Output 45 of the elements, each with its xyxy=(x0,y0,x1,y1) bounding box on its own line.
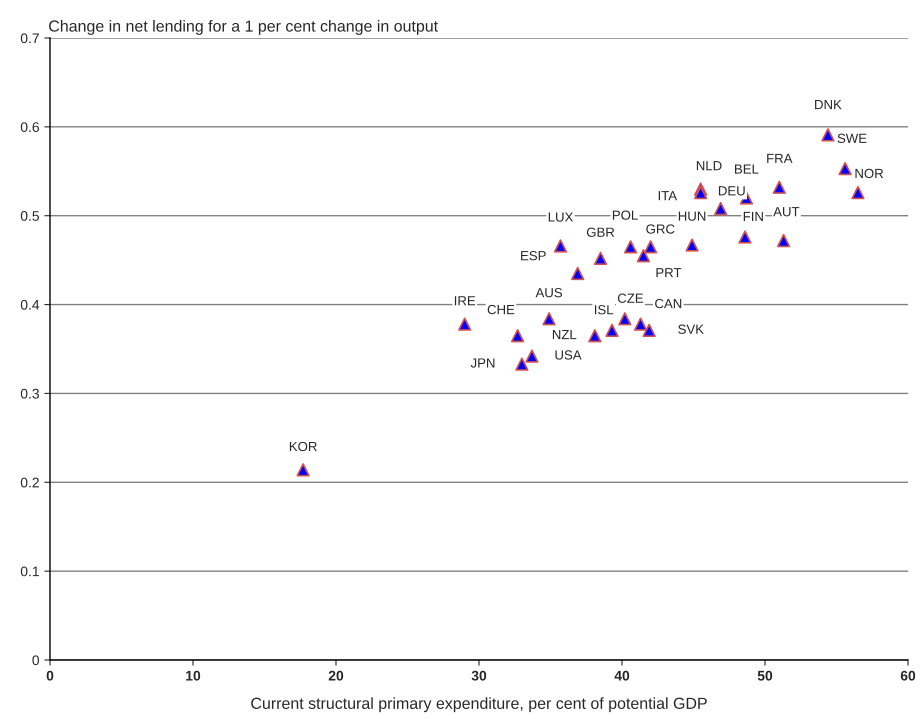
annotation: SVK xyxy=(678,324,704,334)
annotation: HUN xyxy=(678,212,706,221)
annotation: FIN xyxy=(744,212,763,222)
x-tick-label: 20 xyxy=(328,670,344,681)
annotation: KOR xyxy=(290,442,317,452)
y-tick-label: 0.1 xyxy=(20,566,39,576)
annotation: NOR xyxy=(855,168,884,178)
annotation: ESP xyxy=(521,251,546,260)
y-tick-label: 0.6 xyxy=(20,122,39,132)
y-tick-label: 0.7 xyxy=(20,33,39,44)
annotation: CAN xyxy=(655,298,682,308)
x-tick-label: 30 xyxy=(472,670,486,681)
annotation: AUT xyxy=(773,207,800,216)
annotation: JPN xyxy=(470,358,494,368)
x-tick-label: 0 xyxy=(46,670,54,681)
annotation: ISL xyxy=(594,305,614,314)
annotation: NZL xyxy=(552,330,576,340)
annotation: AUS xyxy=(536,288,562,298)
x-axis-title: Current structural primary expenditure, per cent of potential GDP xyxy=(251,697,707,712)
x-tick-label: 60 xyxy=(900,670,916,681)
x-tick-label: 40 xyxy=(614,670,630,681)
annotation: DEU xyxy=(718,186,745,196)
y-tick-label: 0.4 xyxy=(20,300,40,310)
y-tick-label: 0.5 xyxy=(20,211,40,221)
annotation: GBR xyxy=(586,228,614,237)
annotation: GRC xyxy=(646,224,674,234)
annotation: LUX xyxy=(548,212,574,222)
annotation: SWE xyxy=(838,134,866,143)
annotation: NLD xyxy=(696,161,722,170)
annotation: USA xyxy=(555,350,582,360)
annotation: CHE xyxy=(488,304,514,314)
y-tick-label: 0.2 xyxy=(20,478,39,488)
annotation: BEL xyxy=(735,164,758,174)
y-tick-label: 0.3 xyxy=(20,388,39,399)
annotation: DNK xyxy=(815,100,842,110)
y-axis-title: Change in net lending for a 1 per cent change in output xyxy=(49,20,438,35)
annotation: IRE xyxy=(454,296,476,306)
annotation: FRA xyxy=(767,154,792,163)
annotation: PRT xyxy=(656,268,682,278)
y-tick-label: 0 xyxy=(32,655,40,666)
x-tick-label: 50 xyxy=(758,670,772,681)
x-tick-label: 10 xyxy=(186,670,200,681)
annotation: CZE xyxy=(618,294,644,303)
annotation: POL xyxy=(612,210,638,220)
annotation: ITA xyxy=(658,191,678,200)
